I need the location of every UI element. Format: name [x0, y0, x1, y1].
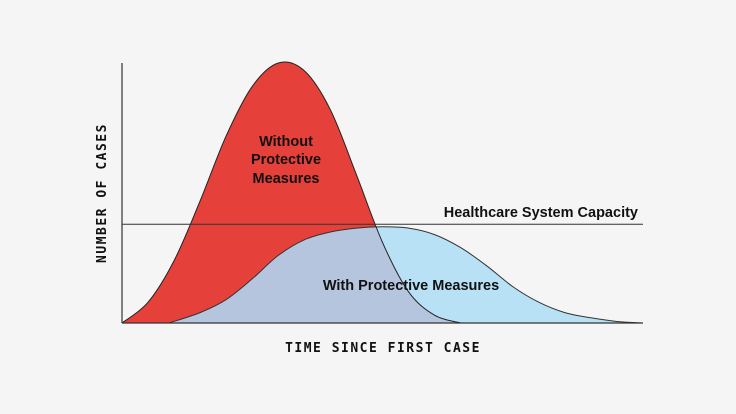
series-line-without-measures — [121, 61, 461, 324]
capacity-label: Healthcare System Capacity — [444, 205, 638, 221]
series-label-without-line-3: Measures — [253, 171, 320, 187]
y-axis-title: NUMBER OF CASES — [95, 123, 110, 263]
x-axis-title: TIME SINCE FIRST CASE — [285, 341, 481, 356]
series-line-with-measures — [168, 226, 644, 324]
series-label-without-line-1: Without — [259, 134, 313, 150]
series-label-with: With Protective Measures — [323, 278, 499, 294]
series-label-without-line-2: Protective — [251, 152, 321, 168]
